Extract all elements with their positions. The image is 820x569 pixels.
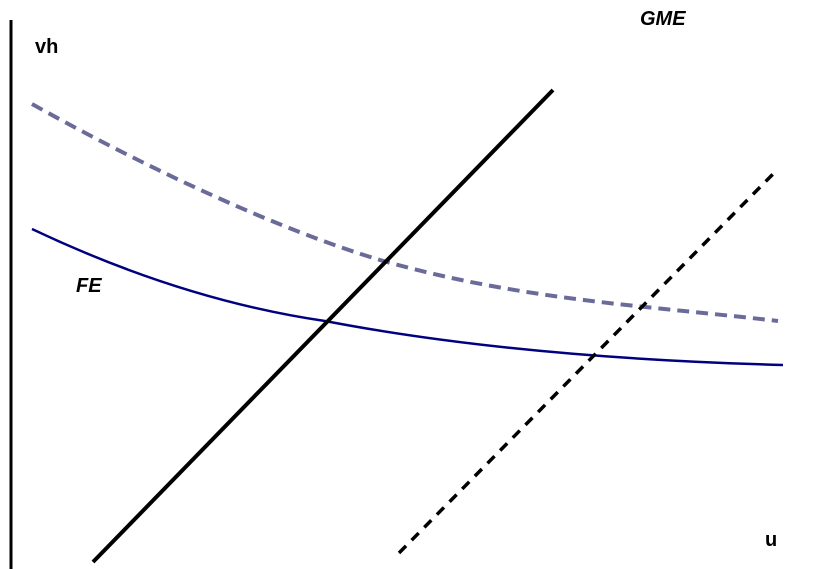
gme-label: GME	[640, 8, 686, 30]
fe-curve	[31, 227, 784, 367]
fe-label: FE	[76, 275, 102, 297]
x-axis-label: u	[765, 529, 777, 551]
fe-shifted-curve	[31, 102, 779, 323]
gme-curve	[91, 88, 555, 564]
y-axis-label: vh	[35, 36, 58, 58]
